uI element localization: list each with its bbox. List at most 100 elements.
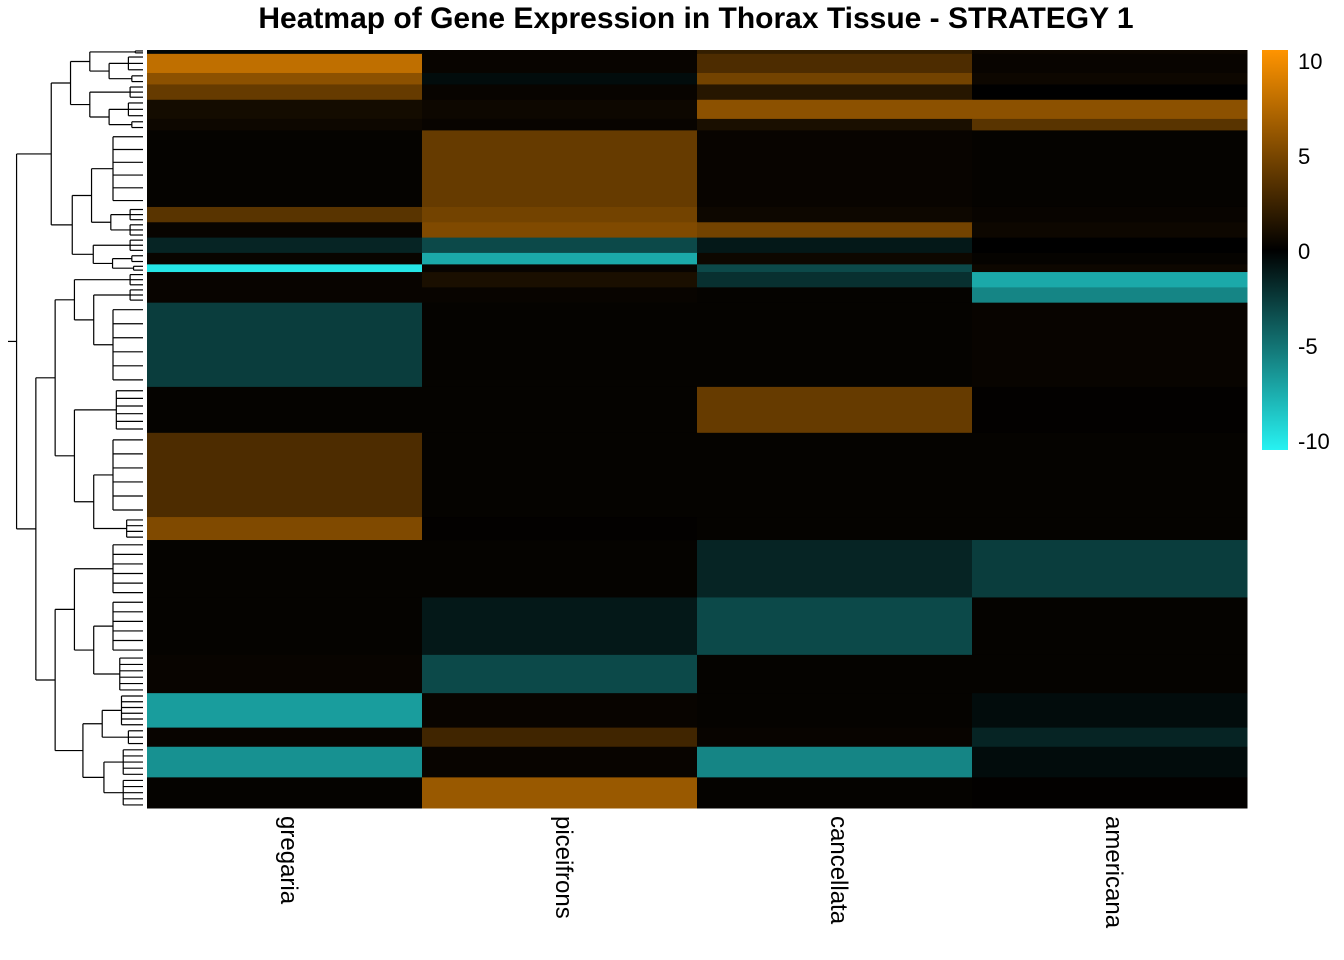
legend-tick-label: 0 [1298, 239, 1311, 264]
heatmap-cell [972, 72, 1248, 85]
heatmap-cell [147, 432, 423, 518]
heatmap-cell [422, 746, 698, 778]
heatmap-cell [697, 693, 973, 729]
heatmap-cell [422, 386, 698, 434]
heatmap-cell [147, 517, 423, 541]
heatmap-cell [972, 53, 1248, 74]
heatmap-cell [697, 72, 973, 85]
heatmap-cell [972, 597, 1248, 656]
heatmap-cell [697, 386, 973, 434]
heatmap-cell [697, 540, 973, 598]
heatmap-cell [147, 99, 423, 120]
heatmap-cell [697, 237, 973, 254]
heatmap-cell [147, 222, 423, 239]
heatmap-cell [972, 540, 1248, 598]
heatmap-cell [422, 206, 698, 223]
heatmap-cell [972, 777, 1248, 809]
heatmap-cell [147, 264, 423, 273]
heatmap-cell [697, 746, 973, 778]
heatmap-cell [422, 272, 698, 288]
heatmap-cell [972, 746, 1248, 778]
legend-tick-label: -5 [1298, 334, 1318, 359]
heatmap-cell [972, 264, 1248, 273]
heatmap-cell [697, 272, 973, 288]
heatmap-cell [147, 118, 423, 131]
heatmap-cell [697, 222, 973, 239]
heatmap-cell [972, 693, 1248, 729]
heatmap-cell [147, 84, 423, 101]
row-dendrogram [8, 50, 143, 806]
heatmap-cell [972, 130, 1248, 208]
heatmap-cell [147, 302, 423, 388]
heatmap-cell [422, 84, 698, 101]
heatmap-cell [972, 287, 1248, 304]
heatmap-cell [147, 272, 423, 288]
heatmap-cell [697, 130, 973, 208]
heatmap-cell [972, 302, 1248, 388]
heatmap-cell [147, 53, 423, 74]
heatmap-cell [972, 118, 1248, 131]
heatmap-cell [697, 727, 973, 748]
heatmap-cell [147, 130, 423, 208]
heatmap-cell [697, 517, 973, 541]
heatmap-cell [147, 727, 423, 748]
heatmap-cell [422, 53, 698, 74]
chart-title: Heatmap of Gene Expression in Thorax Tis… [258, 2, 1134, 35]
heatmap-cell [697, 206, 973, 223]
heatmap-cell [972, 272, 1248, 288]
heatmap-cell [147, 597, 423, 656]
heatmap-cell [972, 517, 1248, 541]
heatmap-cell [697, 432, 973, 518]
heatmap-cell [422, 597, 698, 656]
heatmap-cell [972, 252, 1248, 265]
heatmap-cell [972, 237, 1248, 254]
column-label-cancellata: cancellata [825, 816, 852, 925]
heatmap-cell [422, 222, 698, 239]
heatmap-cell [697, 597, 973, 656]
heatmap-cell [422, 252, 698, 265]
heatmap-cell [697, 252, 973, 265]
legend-tick-label: 10 [1298, 49, 1323, 74]
color-legend-bar [1262, 50, 1288, 450]
heatmap-cell [147, 693, 423, 729]
heatmap-cell [422, 777, 698, 809]
heatmap-cell [972, 432, 1248, 518]
heatmap-cell [147, 654, 423, 694]
legend-tick-label: -10 [1298, 429, 1330, 454]
column-label-americana: americana [1100, 816, 1127, 929]
heatmap-cell [697, 50, 973, 55]
heatmap-cell [147, 540, 423, 598]
legend-tick-label: 5 [1298, 144, 1311, 169]
heatmap-cell [147, 746, 423, 778]
heatmap-cells [147, 50, 1248, 809]
heatmap-cell [422, 264, 698, 273]
heatmap-cell [972, 84, 1248, 101]
heatmap-cell [422, 517, 698, 541]
heatmap-cell [697, 118, 973, 131]
heatmap-cell [697, 302, 973, 388]
heatmap-cell [697, 654, 973, 694]
heatmap-cell [422, 432, 698, 518]
heatmap-cell [147, 386, 423, 434]
heatmap-cell [972, 386, 1248, 434]
heatmap-cell [422, 99, 698, 120]
heatmap-cell [697, 287, 973, 304]
heatmap-cell [147, 287, 423, 304]
heatmap-cell [697, 53, 973, 74]
heatmap-cell [422, 302, 698, 388]
heatmap-cell [147, 72, 423, 85]
heatmap-cell [422, 118, 698, 131]
heatmap-cell [422, 654, 698, 694]
heatmap-cell [422, 287, 698, 304]
heatmap-cell [147, 252, 423, 265]
heatmap-cell [422, 72, 698, 85]
heatmap-cell [697, 99, 973, 120]
heatmap-cell [697, 777, 973, 809]
heatmap-cell [147, 50, 423, 55]
heatmap-cell [422, 50, 698, 55]
heatmap-cell [972, 99, 1248, 120]
heatmap-cell [422, 540, 698, 598]
heatmap-cell [147, 777, 423, 809]
column-label-piceifrons: piceifrons [550, 816, 577, 919]
